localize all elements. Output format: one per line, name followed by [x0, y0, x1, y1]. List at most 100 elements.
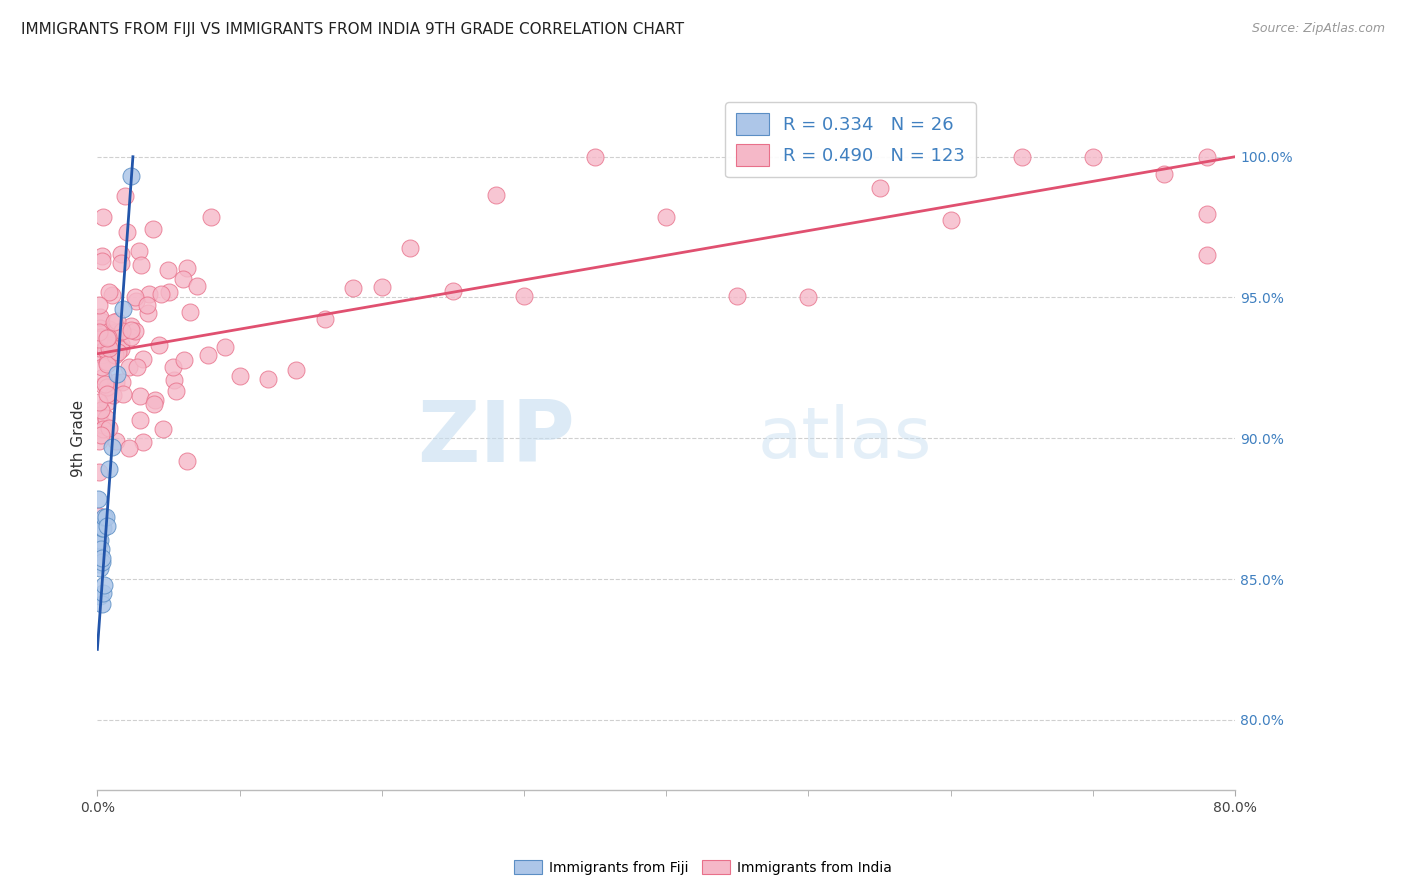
- Point: [112, 386, 135, 401]
- Point: [89, 589, 111, 603]
- Point: [105, 375, 128, 389]
- Point: [87, 330, 110, 344]
- Point: [104, 348, 127, 362]
- Point: [342, 281, 364, 295]
- Point: [98, 338, 121, 352]
- Point: [128, 244, 150, 258]
- Point: [98, 322, 121, 336]
- Point: [105, 314, 128, 328]
- Point: [90, 348, 112, 362]
- Point: [90, 542, 112, 557]
- Point: [142, 221, 165, 235]
- Point: [97, 462, 120, 476]
- Point: [89, 428, 111, 442]
- Point: [91, 422, 114, 436]
- Point: [105, 367, 128, 381]
- Point: [97, 341, 120, 355]
- Text: ZIP: ZIP: [418, 397, 575, 480]
- Point: [157, 285, 180, 300]
- Point: [90, 598, 112, 612]
- Point: [96, 380, 118, 394]
- Point: [87, 524, 110, 538]
- Point: [179, 305, 201, 319]
- Point: [94, 510, 117, 524]
- Point: [91, 254, 114, 268]
- Point: [89, 533, 111, 547]
- Point: [371, 280, 394, 294]
- Point: [176, 454, 198, 468]
- Point: [129, 413, 152, 427]
- Point: [87, 491, 110, 506]
- Point: [165, 384, 187, 398]
- Point: [148, 338, 170, 352]
- Point: [87, 341, 110, 355]
- Point: [110, 256, 132, 270]
- Point: [150, 287, 173, 301]
- Point: [96, 395, 118, 409]
- Point: [163, 373, 186, 387]
- Point: [114, 189, 136, 203]
- Point: [1195, 150, 1218, 164]
- Point: [87, 538, 110, 552]
- Point: [94, 376, 117, 391]
- Point: [90, 249, 112, 263]
- Point: [104, 434, 127, 449]
- Point: [228, 368, 250, 383]
- Point: [131, 435, 153, 450]
- Point: [93, 324, 115, 338]
- Point: [200, 210, 222, 224]
- Point: [89, 557, 111, 571]
- Point: [98, 285, 121, 299]
- Point: [96, 387, 118, 401]
- Point: [110, 376, 132, 390]
- Point: [120, 323, 142, 337]
- Point: [124, 324, 146, 338]
- Point: [87, 466, 110, 480]
- Point: [96, 518, 118, 533]
- Point: [93, 577, 115, 591]
- Point: [797, 290, 820, 304]
- Point: [93, 510, 115, 524]
- Point: [157, 262, 180, 277]
- Point: [91, 210, 114, 224]
- Point: [103, 315, 125, 329]
- Point: [118, 359, 141, 374]
- Point: [89, 560, 111, 574]
- Point: [96, 355, 118, 369]
- Point: [90, 521, 112, 535]
- Point: [111, 324, 134, 338]
- Point: [1011, 150, 1033, 164]
- Point: [1195, 248, 1218, 262]
- Point: [110, 343, 132, 357]
- Point: [125, 360, 148, 375]
- Point: [91, 521, 114, 535]
- Point: [105, 325, 128, 339]
- Point: [91, 550, 114, 565]
- Text: atlas: atlas: [758, 404, 932, 473]
- Point: [87, 408, 110, 422]
- Text: Source: ZipAtlas.com: Source: ZipAtlas.com: [1251, 22, 1385, 36]
- Point: [87, 519, 110, 533]
- Point: [143, 393, 166, 408]
- Point: [513, 289, 536, 303]
- Point: [91, 370, 114, 384]
- Point: [725, 289, 748, 303]
- Point: [136, 306, 159, 320]
- Point: [91, 360, 114, 375]
- Point: [90, 314, 112, 328]
- Point: [939, 212, 962, 227]
- Point: [132, 352, 155, 367]
- Point: [441, 285, 464, 299]
- Point: [90, 330, 112, 344]
- Point: [87, 434, 110, 449]
- Point: [129, 258, 152, 272]
- Point: [138, 287, 160, 301]
- Point: [1081, 150, 1104, 164]
- Point: [655, 210, 678, 224]
- Point: [91, 418, 114, 433]
- Point: [484, 187, 506, 202]
- Point: [89, 310, 111, 324]
- Legend: Immigrants from Fiji, Immigrants from India: Immigrants from Fiji, Immigrants from In…: [509, 855, 897, 880]
- Point: [110, 247, 132, 261]
- Point: [90, 555, 112, 569]
